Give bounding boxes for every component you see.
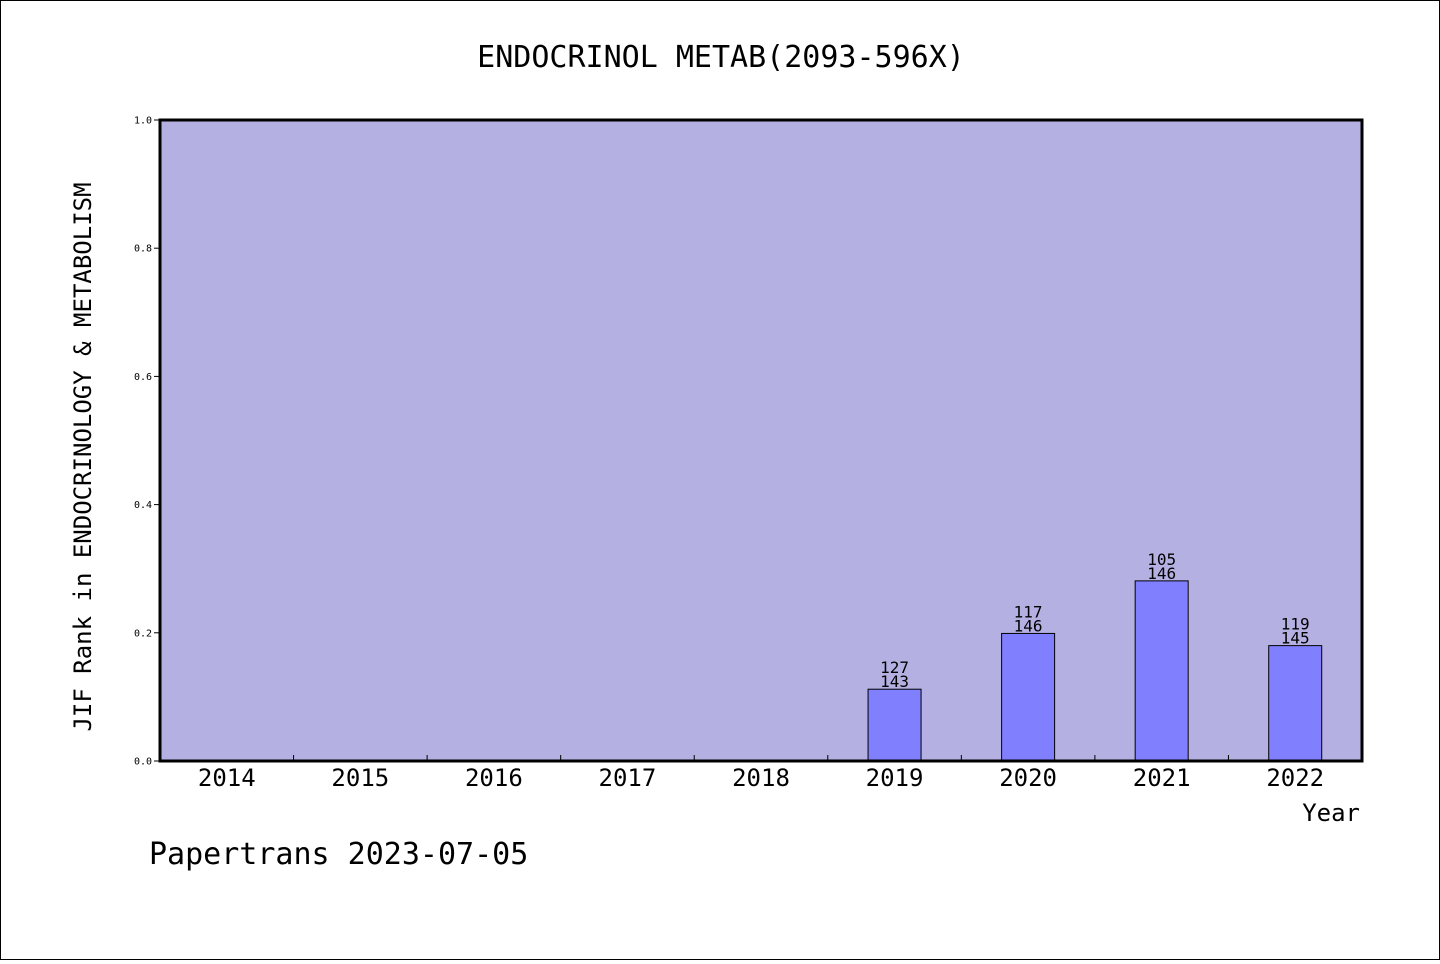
footer-text: Papertrans 2023-07-05 — [149, 837, 528, 872]
bar-label-total: 146 — [1147, 564, 1176, 583]
y-tick-label: 0.4 — [134, 500, 152, 511]
x-tick-label: 2022 — [1266, 764, 1324, 792]
x-tick-label: 2015 — [331, 764, 389, 792]
bar — [1268, 645, 1323, 762]
x-tick-label: 2016 — [465, 764, 523, 792]
y-tick-label: 0.6 — [134, 372, 152, 383]
chart-title: ENDOCRINOL METAB(2093-596X) — [477, 40, 965, 75]
bar-label-rank: 127 — [880, 658, 909, 677]
bar-label-rank: 117 — [1014, 602, 1043, 621]
x-tick-label: 2021 — [1133, 764, 1191, 792]
y-axis: 0.0 0.2 0.4 0.6 0.8 1.0 — [134, 116, 160, 768]
x-tick-label: 2020 — [999, 764, 1057, 792]
y-axis-label: JIF Rank in ENDOCRINOLOGY & METABOLISM — [69, 182, 97, 731]
bar-label-total: 146 — [1014, 616, 1043, 635]
x-tick-label: 2019 — [866, 764, 924, 792]
y-tick-label: 1.0 — [134, 116, 152, 127]
bars-group — [867, 580, 1323, 762]
bar — [1134, 580, 1189, 762]
y-tick-label: 0.2 — [134, 628, 152, 639]
bar-label-rank: 105 — [1147, 550, 1176, 569]
x-axis: 2014 2015 2016 2017 2018 2019 2020 2021 2022 — [198, 755, 1324, 792]
x-tick-label: 2014 — [198, 764, 256, 792]
bar-label-rank: 119 — [1281, 615, 1310, 634]
x-axis-label: Year — [1302, 799, 1360, 827]
y-tick-label: 0.8 — [134, 244, 152, 255]
x-tick-label: 2017 — [599, 764, 657, 792]
bar-label-total: 145 — [1281, 629, 1310, 648]
plot-border — [158, 118, 1364, 763]
bar — [1001, 632, 1056, 762]
y-tick-label: 0.0 — [134, 757, 152, 768]
bar — [867, 688, 922, 762]
x-tick-label: 2018 — [732, 764, 790, 792]
bar-label-total: 143 — [880, 672, 909, 691]
